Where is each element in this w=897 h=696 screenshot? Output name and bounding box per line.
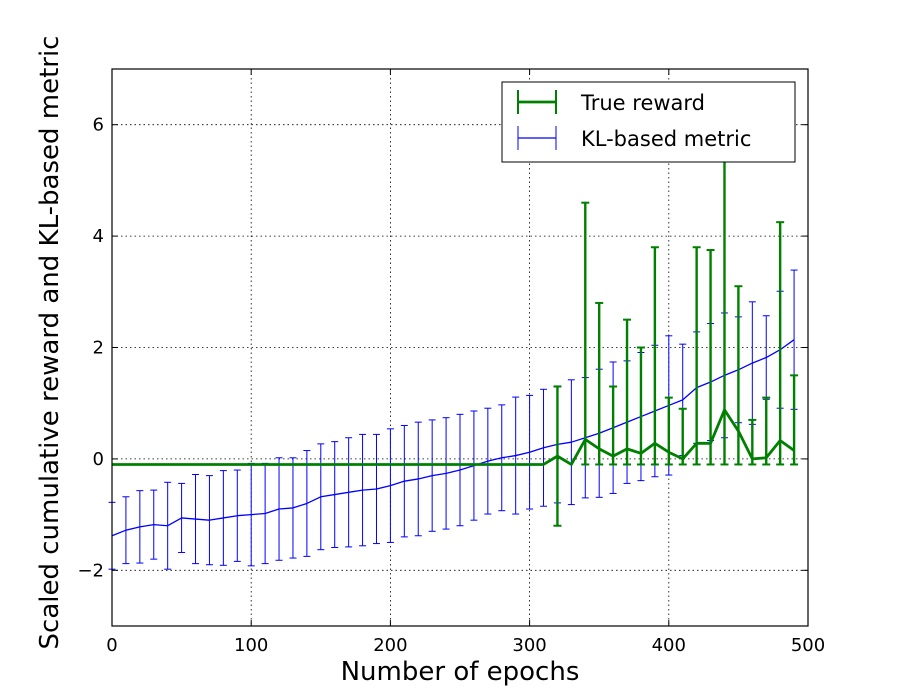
y-tick-label: −2	[77, 560, 104, 581]
plot-series	[108, 151, 799, 570]
y-axis-title: Scaled cumulative reward and KL-based me…	[35, 36, 65, 650]
legend: True reward KL-based metric	[501, 81, 796, 163]
x-tick-label: 0	[106, 635, 117, 656]
y-tick-label: 0	[93, 449, 104, 470]
plot-frame	[111, 68, 809, 627]
series-line	[112, 408, 795, 466]
legend-label-kl-metric: KL-based metric	[581, 127, 751, 151]
y-tick-label: 4	[93, 226, 104, 247]
legend-box	[501, 81, 796, 163]
tick-labels: 0 100 200 300 400 500 −2 0 2 4 6	[77, 115, 825, 656]
x-tick-label: 100	[234, 635, 268, 656]
x-tick-label: 500	[791, 635, 825, 656]
x-tick-label: 200	[373, 635, 407, 656]
x-tick-label: 300	[512, 635, 546, 656]
y-tick-label: 2	[93, 338, 104, 359]
y-tick-label: 6	[93, 115, 104, 136]
series-kl-metric	[108, 269, 798, 570]
x-axis-title: Number of epochs	[341, 657, 580, 687]
series-line	[111, 339, 795, 537]
legend-entries	[517, 90, 557, 150]
legend-label-true-reward: True reward	[580, 91, 705, 115]
x-tick-label: 400	[652, 635, 686, 656]
series-true-reward	[112, 151, 799, 527]
